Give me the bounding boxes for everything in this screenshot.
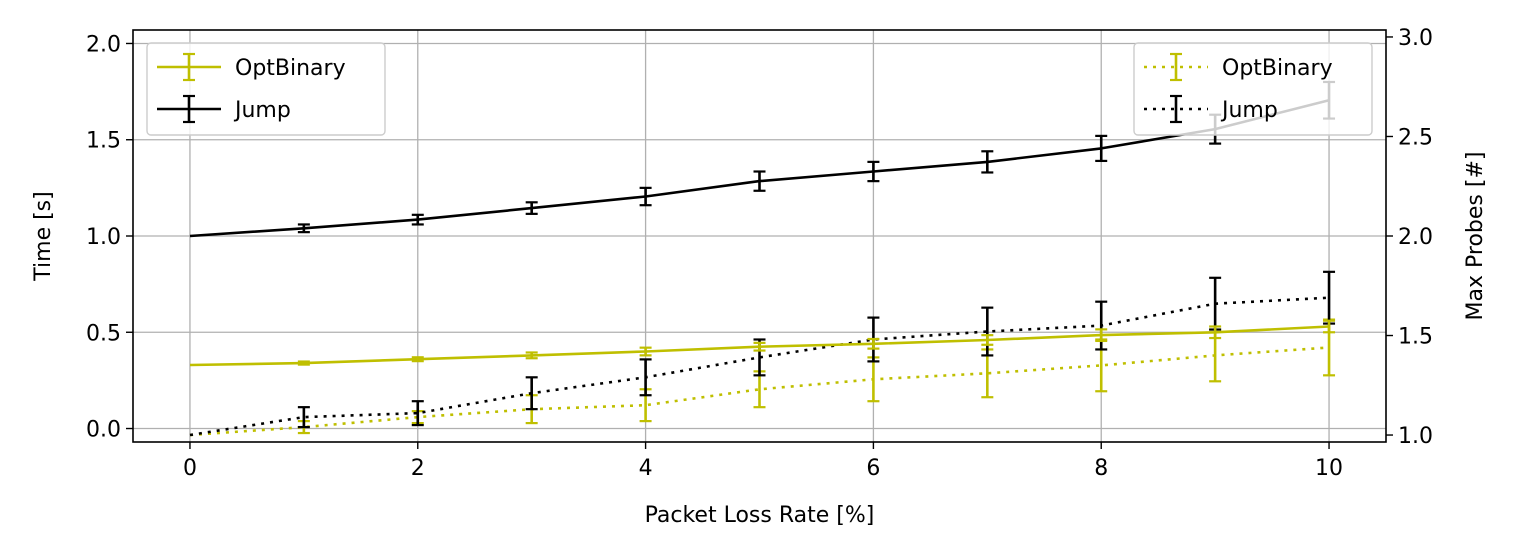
y2-tick-label: 1.5 <box>1398 325 1433 350</box>
series-0-left-solid <box>189 319 1336 367</box>
y2-tick-label: 1.0 <box>1398 424 1433 449</box>
x-tick-label: 4 <box>639 456 653 481</box>
x-tick-label: 8 <box>1094 456 1108 481</box>
series-line <box>189 296 1330 437</box>
y-tick-label: 0.0 <box>86 418 121 443</box>
legend-label: Jump <box>233 98 291 123</box>
y2-tick-label: 3.0 <box>1398 26 1433 51</box>
x-tick-label: 10 <box>1315 456 1343 481</box>
x-tick-label: 0 <box>183 456 197 481</box>
legend-box <box>1133 42 1373 136</box>
legend-left: OptBinary Jump <box>146 42 386 136</box>
series-layer <box>189 80 1336 437</box>
series-line <box>189 325 1330 367</box>
legend-label: OptBinary <box>1222 56 1333 81</box>
series-line <box>189 99 1330 238</box>
legend-label: OptBinary <box>235 56 346 81</box>
y-tick-label: 2.0 <box>86 32 121 57</box>
x-tick-label: 6 <box>866 456 880 481</box>
x-tick-label: 2 <box>411 456 425 481</box>
legend-label: Jump <box>1220 98 1278 123</box>
y-tick-label: 0.5 <box>86 321 121 346</box>
y2-tick-label: 2.0 <box>1398 225 1433 250</box>
series-line <box>189 346 1330 437</box>
x-axis-label: Packet Loss Rate [%] <box>645 503 875 528</box>
ticks: 0 2 4 6 8 10 0.0 0.5 1.0 1.5 2.0 1.0 1.5 2.0 2.5 3.0 <box>86 26 1433 481</box>
y-tick-label: 1.5 <box>86 129 121 154</box>
y-tick-label: 1.0 <box>86 225 121 250</box>
y-axis-label: Time [s] <box>31 191 56 281</box>
legend-right: OptBinary Jump <box>1133 42 1373 136</box>
y2-axis-label: Max Probes [#] <box>1463 152 1488 321</box>
y2-tick-label: 2.5 <box>1398 125 1433 150</box>
